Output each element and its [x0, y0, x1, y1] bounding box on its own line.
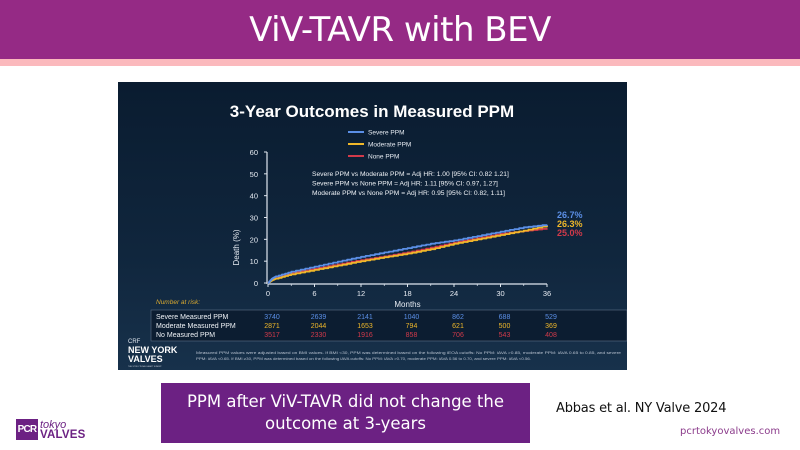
risk-table-label: Number at risk: [156, 299, 200, 306]
y-tick-label: 40 [250, 192, 258, 201]
title-accent-stripe [0, 59, 800, 66]
crf-tag: CRF [128, 339, 141, 345]
risk-cell: 2044 [311, 323, 327, 330]
x-tick-label: 30 [496, 289, 504, 298]
hr-annotation: Severe PPM vs None PPM = Adj HR: 1.11 [9… [312, 181, 498, 188]
y-tick-label: 60 [250, 148, 258, 157]
y-tick-label: 30 [250, 214, 258, 223]
end-label-severe-ppm: 26.7% [557, 210, 583, 220]
x-tick-label: 6 [312, 289, 316, 298]
footnote-line2: PPM: iAVA <0.65. If BMI ≥30, PPM was det… [196, 357, 531, 361]
chart-series: 26.7%26.3%25.0% [267, 210, 583, 284]
legend-label: None PPM [368, 154, 399, 161]
x-tick-label: 24 [450, 289, 458, 298]
nyv-logo-line2: VALVES [128, 354, 163, 364]
slide-title-bar: ViV-TAVR with BEV [0, 0, 800, 59]
chart-axes: 0 10 20 30 40 50 60 0 6 12 18 24 30 36 Months Death (%) [232, 148, 551, 309]
chart-legend: Severe PPM Moderate PPM None PPM [348, 130, 411, 161]
end-label-none-ppm: 25.0% [557, 228, 583, 238]
end-label-moderate-ppm: 26.3% [557, 219, 583, 229]
risk-cell: 408 [545, 332, 557, 339]
risk-cell: 529 [545, 314, 557, 321]
pcr-logo-mark: PCR [16, 419, 38, 440]
risk-row-label: Moderate Measured PPM [156, 323, 236, 330]
hr-annotation: Severe PPM vs Moderate PPM = Adj HR: 1.0… [312, 171, 509, 178]
x-tick-label: 18 [403, 289, 411, 298]
y-tick-label: 50 [250, 170, 258, 179]
pcr-tokyo-valves-logo: PCR tokyo VALVES [16, 419, 86, 440]
risk-cell: 2141 [357, 314, 373, 321]
risk-table: Number at risk: Severe Measured PPM 3740 26… [150, 299, 627, 342]
risk-cell: 3517 [264, 332, 280, 339]
hr-annotation: Moderate PPM vs None PPM = Adj HR: 0.95 … [312, 190, 505, 197]
risk-cell: 1653 [357, 323, 373, 330]
series-line-severe-ppm [267, 224, 548, 284]
embedded-chart-image: 3-Year Outcomes in Measured PPM Severe P… [118, 82, 627, 370]
y-tick-label: 10 [250, 257, 258, 266]
y-tick-label: 20 [250, 235, 258, 244]
y-axis-label: Death (%) [232, 229, 241, 265]
website-link[interactable]: pcrtokyovalves.com [680, 426, 781, 437]
x-tick-label: 0 [266, 289, 270, 298]
conclusion-text: PPM after ViV-TAVR did not change the ou… [186, 392, 505, 433]
risk-cell: 3740 [264, 314, 280, 321]
conclusion-box: PPM after ViV-TAVR did not change the ou… [161, 383, 530, 443]
risk-row-label: No Measured PPM [156, 332, 215, 339]
nyv-logo-line3: THE STRUCTURAL HEART SUMMIT [128, 365, 162, 368]
slide-title: ViV-TAVR with BEV [249, 9, 551, 50]
risk-cell: 2639 [311, 314, 327, 321]
risk-cell: 1916 [357, 332, 373, 339]
x-tick-label: 12 [357, 289, 365, 298]
risk-cell: 1040 [404, 314, 420, 321]
x-axis-label: Months [394, 300, 420, 309]
risk-cell: 369 [545, 323, 557, 330]
risk-cell: 2330 [311, 332, 327, 339]
risk-table-box [150, 309, 627, 342]
figure-footer: CRF NEW YORK VALVES THE STRUCTURAL HEART… [128, 339, 621, 368]
logo-valves-text: VALVES [40, 428, 86, 441]
risk-cell: 500 [499, 323, 511, 330]
series-line-none-ppm [267, 228, 548, 284]
risk-cell: 621 [452, 323, 464, 330]
risk-cell: 706 [452, 332, 464, 339]
hr-annotations: Severe PPM vs Moderate PPM = Adj HR: 1.0… [312, 171, 509, 197]
legend-label: Severe PPM [368, 130, 405, 137]
logo-tokyo-text: tokyo [40, 418, 67, 431]
risk-row-label: Severe Measured PPM [156, 314, 229, 321]
km-chart: 3-Year Outcomes in Measured PPM Severe P… [128, 102, 627, 368]
citation: Abbas et al. NY Valve 2024 [556, 401, 727, 416]
risk-cell: 688 [499, 314, 511, 321]
legend-label: Moderate PPM [368, 142, 411, 149]
risk-cell: 543 [499, 332, 511, 339]
chart-title: 3-Year Outcomes in Measured PPM [230, 102, 514, 121]
nyv-logo-line1: NEW YORK [128, 345, 178, 355]
y-tick-label: 0 [254, 279, 258, 288]
x-tick-label: 36 [543, 289, 551, 298]
series-line-moderate-ppm [267, 225, 548, 284]
risk-cell: 2871 [264, 323, 280, 330]
risk-cell: 858 [406, 332, 418, 339]
risk-cell: 794 [406, 323, 418, 330]
footnote-line1: Measured PPM values were adjusted based … [196, 351, 621, 355]
risk-cell: 862 [452, 314, 464, 321]
